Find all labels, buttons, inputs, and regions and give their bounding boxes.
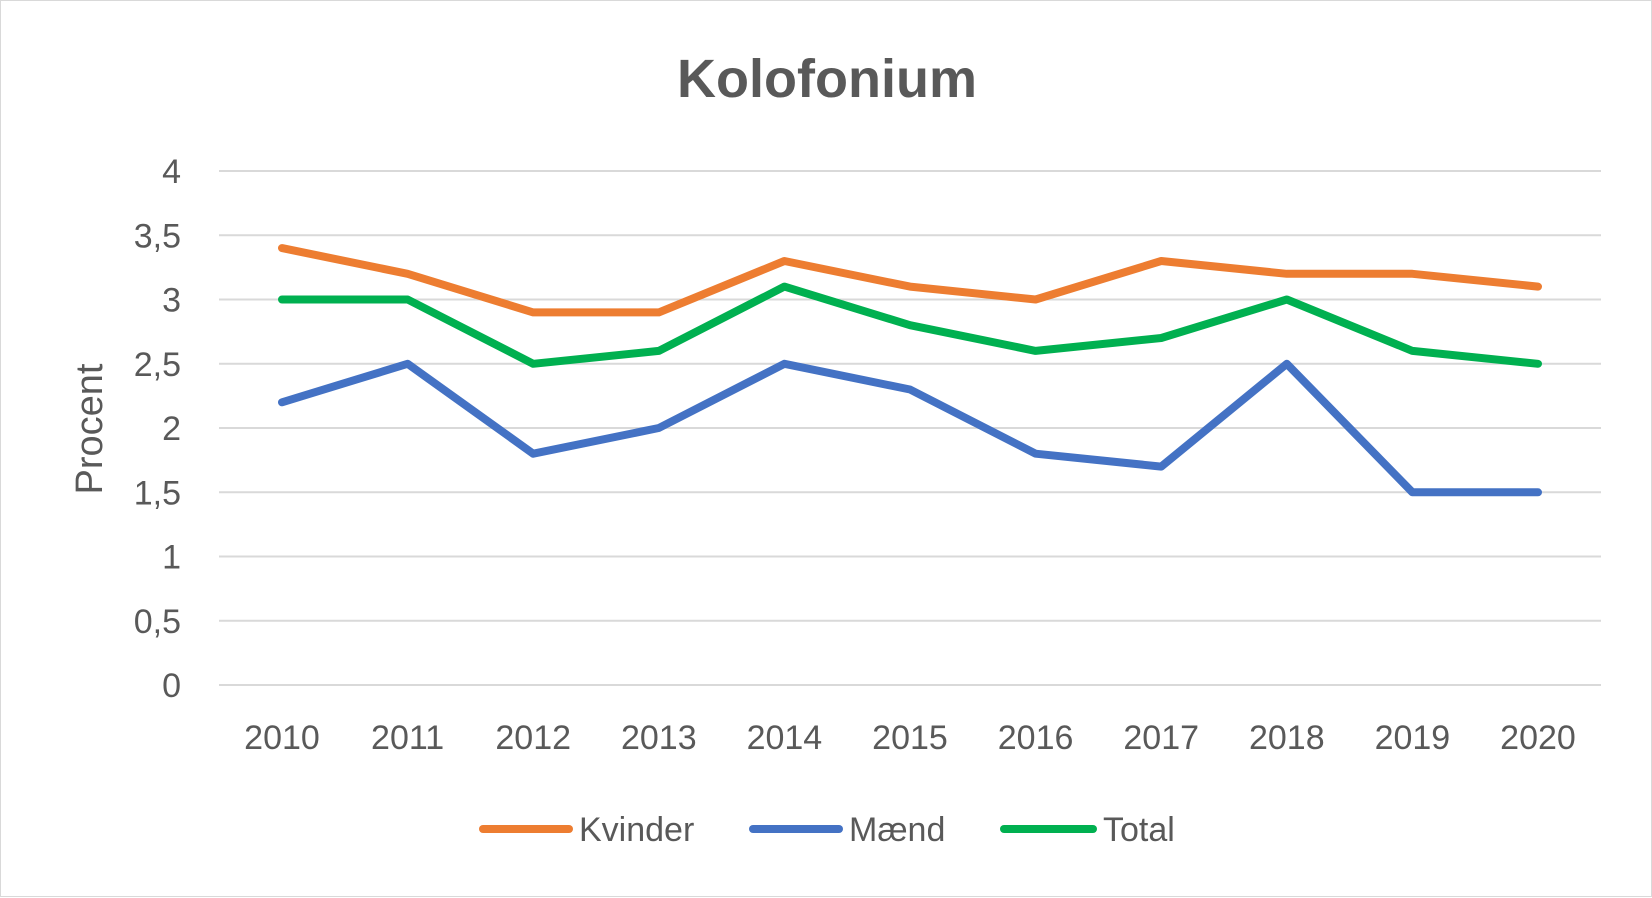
x-tick-label: 2016 xyxy=(998,719,1074,757)
y-tick-label: 1,5 xyxy=(134,474,181,512)
x-tick-label: 2015 xyxy=(872,719,948,757)
y-tick-label: 2,5 xyxy=(134,346,181,384)
y-tick-label: 1 xyxy=(162,539,181,577)
x-tick-label: 2020 xyxy=(1500,719,1576,757)
series-line-0 xyxy=(282,248,1538,312)
legend-label: Kvinder xyxy=(579,811,694,849)
x-tick-label: 2012 xyxy=(495,719,571,757)
x-tick-label: 2019 xyxy=(1375,719,1451,757)
y-tick-label: 4 xyxy=(162,153,181,191)
chart-title: Kolofonium xyxy=(677,49,977,109)
legend: Kvinder Mænd Total xyxy=(483,811,1175,849)
series-lines xyxy=(282,248,1538,492)
x-axis-ticks: 2010 2011 2012 2013 2014 2015 2016 2017 2018 2019… xyxy=(244,719,1576,757)
y-axis-label: Procent xyxy=(69,363,111,494)
y-axis-ticks: 0 0,5 1 1,5 2 2,5 3 3,5 4 xyxy=(134,153,181,705)
legend-label: Total xyxy=(1103,811,1175,849)
x-tick-label: 2011 xyxy=(371,719,444,757)
y-tick-label: 0 xyxy=(162,667,181,705)
x-tick-label: 2013 xyxy=(621,719,697,757)
gridlines xyxy=(219,171,1601,685)
y-tick-label: 0,5 xyxy=(134,603,181,641)
y-tick-label: 3,5 xyxy=(134,217,181,255)
x-tick-label: 2010 xyxy=(244,719,320,757)
y-tick-label: 3 xyxy=(162,282,181,320)
legend-label: Mænd xyxy=(849,811,945,849)
y-tick-label: 2 xyxy=(162,410,181,448)
x-tick-label: 2017 xyxy=(1123,719,1199,757)
x-tick-label: 2014 xyxy=(747,719,823,757)
x-tick-label: 2018 xyxy=(1249,719,1325,757)
